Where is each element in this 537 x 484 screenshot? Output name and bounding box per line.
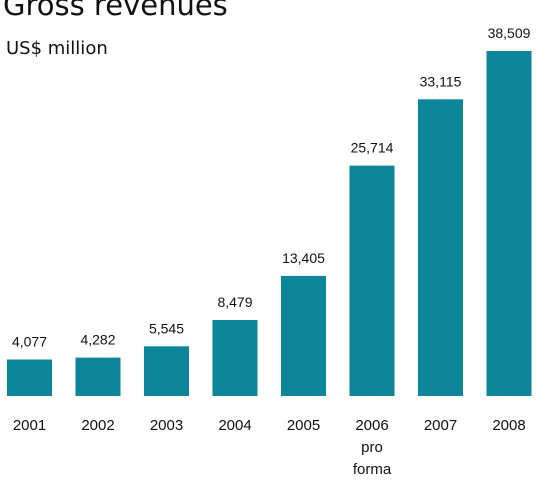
x-tick-line: pro (361, 439, 383, 456)
value-label-2003: 5,545 (149, 320, 184, 336)
x-tick-line: forma (353, 461, 392, 478)
bar-2004 (213, 320, 258, 396)
x-tick-line: 2004 (218, 417, 251, 434)
bar-2005 (281, 276, 326, 396)
value-label-2005: 13,405 (282, 250, 325, 266)
x-tick-label-2007: 2007 (424, 417, 457, 434)
x-tick-line: 2007 (424, 417, 457, 434)
bar-2003 (144, 346, 189, 396)
x-tick-label-2005: 2005 (287, 417, 320, 434)
value-label-2006: 25,714 (351, 140, 394, 156)
value-label-2007: 33,115 (420, 73, 462, 89)
x-tick-label-2001: 2001 (13, 417, 46, 434)
bar-2002 (76, 358, 121, 396)
x-tick-line: 2003 (150, 417, 183, 434)
bar-2006 (350, 166, 395, 396)
x-tick-label-2003: 2003 (150, 417, 183, 434)
bar-2008 (487, 51, 532, 396)
value-label-2002: 4,282 (80, 332, 115, 348)
value-label-2004: 8,479 (217, 294, 252, 310)
bar-2001 (7, 360, 52, 397)
x-tick-line: 2001 (13, 417, 46, 434)
x-tick-line: 2008 (492, 417, 525, 434)
value-label-2008: 38,509 (488, 25, 531, 41)
x-tick-label-2006: 2006 pro forma (353, 417, 392, 478)
value-label-2001: 4,077 (12, 334, 47, 350)
x-tick-label-2002: 2002 (81, 417, 114, 434)
x-tick-line: 2005 (287, 417, 320, 434)
x-tick-label-2008: 2008 (492, 417, 525, 434)
x-tick-label-2004: 2004 (218, 417, 251, 434)
x-tick-line: 2006 (355, 417, 388, 434)
bar-2007 (418, 99, 463, 396)
x-tick-line: 2002 (81, 417, 114, 434)
